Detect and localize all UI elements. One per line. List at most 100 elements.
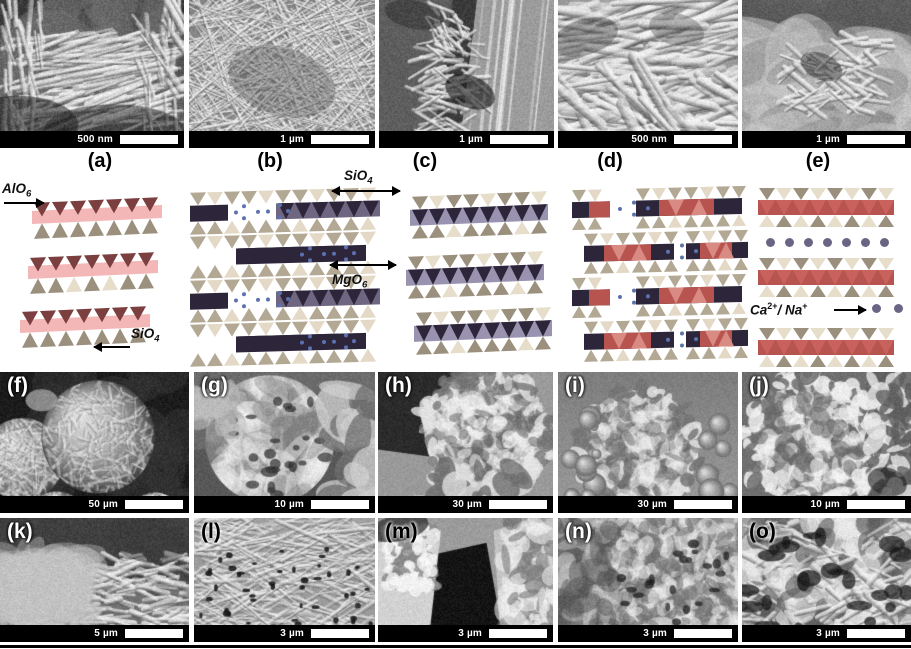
sio4-top-e-3-4 bbox=[827, 328, 843, 340]
sio4-bot-e-3-0 bbox=[759, 355, 775, 367]
alo6-facet-e-3-2 bbox=[793, 340, 809, 355]
sio4-bot-1-2 bbox=[446, 223, 462, 238]
sio4-top-1-3 bbox=[463, 194, 479, 208]
tetra-top-d-4-0-2 bbox=[616, 320, 630, 334]
tetra-bot-d-1-1-1 bbox=[652, 215, 666, 229]
alo6-facet-e-3-6 bbox=[861, 340, 877, 355]
fe-facet-b-2-0 bbox=[630, 244, 647, 261]
micrograph-image-i bbox=[558, 372, 738, 513]
tetra-bot-d-2-0-4 bbox=[648, 259, 662, 273]
tetra-top-2-0 bbox=[190, 236, 206, 250]
tetra-bot-d-3-0-1 bbox=[588, 305, 602, 318]
sio4-bot-3-4 bbox=[484, 338, 500, 352]
fe-facet-b-1-1 bbox=[691, 198, 708, 216]
label-sio4-a: SiO4 bbox=[131, 326, 160, 345]
tetra-top-d-4-0-4 bbox=[648, 319, 662, 333]
scale-bar-value-d: 500 nm bbox=[631, 134, 667, 145]
tetra-top-4-6 bbox=[292, 321, 308, 335]
tetra-bot-2-2 bbox=[224, 264, 240, 278]
sio4-top-e-1-3 bbox=[810, 188, 826, 200]
tetra-top-d-4-1-1 bbox=[702, 318, 716, 331]
alo6-tetra-1-4 bbox=[106, 198, 122, 214]
scale-bar-n: 3 µm bbox=[558, 625, 738, 642]
panel-letter-h: (h) bbox=[385, 374, 412, 397]
scale-bar-line-g bbox=[311, 500, 369, 509]
tetra-top-1-6 bbox=[292, 189, 308, 203]
alo6-tetra-3-5 bbox=[112, 307, 128, 322]
sio4-top-2-1 bbox=[425, 255, 441, 270]
sio4-top-e-1-6 bbox=[861, 188, 877, 200]
label-mgo6: MgO6 bbox=[332, 272, 368, 291]
sio4-tetra-2-5 bbox=[120, 274, 136, 290]
mgo6-facet-2-4 bbox=[476, 266, 492, 283]
mgo6-facet-2-6 bbox=[510, 264, 526, 282]
label-alo6: AlO6 bbox=[2, 181, 32, 200]
scale-bar-value-e: 1 µm bbox=[816, 134, 840, 145]
sio4-bot-e-2-1 bbox=[776, 285, 792, 297]
alo6-facet-e-2-6 bbox=[861, 270, 877, 285]
tetra-bot-d-4-1-0 bbox=[686, 347, 700, 360]
sio4-bot-2-2 bbox=[442, 283, 458, 298]
water-dot-d-4-1 bbox=[680, 331, 684, 336]
tetra-bot-4-1 bbox=[207, 352, 223, 367]
bottom-rule bbox=[0, 645, 911, 648]
tetra-top-4-2 bbox=[224, 323, 240, 337]
sio4-top-3-7 bbox=[535, 307, 551, 321]
sio4-bot-2-5 bbox=[493, 281, 509, 296]
sio4-top-3-1 bbox=[433, 311, 449, 326]
tetra-top-d-2-1-2 bbox=[718, 230, 732, 243]
sio4-tetra-1-5 bbox=[124, 219, 140, 235]
sio4-bot-1-7 bbox=[531, 220, 547, 234]
sio4-top-e-1-1 bbox=[776, 188, 792, 200]
sio4-bot-e-1-1 bbox=[776, 215, 792, 227]
talc-layer-1 bbox=[410, 191, 548, 245]
ribbon-facet-3-4 bbox=[346, 288, 362, 306]
tetra-bot-1-4 bbox=[258, 219, 274, 233]
scale-bar-value-j: 10 µm bbox=[810, 499, 840, 510]
interlayer-cation-2-0 bbox=[872, 304, 881, 313]
arrow-sio4-c bbox=[331, 186, 401, 196]
sio4-bot-e-2-3 bbox=[810, 285, 826, 297]
alo6-facet-e-3-3 bbox=[810, 340, 826, 355]
tetra-top-d-1-0-0 bbox=[572, 189, 586, 203]
sio4-tetra-3-3 bbox=[76, 329, 92, 346]
tetra-top-d-2-0-5 bbox=[664, 231, 678, 244]
mgo6-facet-2-1 bbox=[425, 268, 441, 286]
scale-bar-g: 10 µm bbox=[194, 496, 375, 513]
sio4-tetra-3-0 bbox=[22, 332, 38, 348]
talc-layer-2 bbox=[406, 251, 544, 305]
mgo6-facet-3-6 bbox=[518, 320, 534, 338]
structure-c: SiO4 MgO6 bbox=[329, 168, 572, 366]
sio4-bot-e-3-5 bbox=[844, 355, 860, 367]
sio4-bot-e-3-1 bbox=[776, 355, 792, 367]
tetra-top-1-5 bbox=[275, 189, 291, 204]
alo6-tetra-3-6 bbox=[130, 306, 146, 321]
interlayer-cation-1-5 bbox=[861, 238, 870, 247]
sio4-bot-e-2-6 bbox=[861, 285, 877, 297]
tetra-top-2-9 bbox=[343, 232, 359, 246]
sio4-bot-e-1-4 bbox=[827, 215, 843, 227]
sio4-top-2-4 bbox=[476, 253, 492, 267]
sio4-top-3-0 bbox=[416, 312, 432, 326]
tetra-top-d-1-1-4 bbox=[700, 186, 714, 200]
tetra-top-2-4 bbox=[258, 234, 274, 248]
alo6-facet-e-1-0 bbox=[759, 200, 775, 215]
sio4-bot-1-6 bbox=[514, 220, 530, 235]
water-dot-1-1 bbox=[242, 204, 246, 209]
mgo6-facet-3-7 bbox=[535, 320, 551, 337]
scale-bar-line-n bbox=[674, 629, 732, 638]
sio4-tetra-2-0 bbox=[30, 278, 46, 294]
talc-layer-3 bbox=[414, 307, 552, 361]
scale-bar-line-a bbox=[120, 135, 178, 144]
alo6-tetra-1-3 bbox=[88, 199, 104, 215]
substituted-row-4 bbox=[570, 317, 750, 364]
panel-letter-g: (g) bbox=[201, 374, 228, 397]
alo6-facet-e-1-4 bbox=[827, 200, 843, 215]
sem-panel-o: (o) 3 µm bbox=[742, 518, 911, 642]
tetra-bot-d-1-0-1 bbox=[588, 217, 602, 230]
ribbon-facet-3-5 bbox=[363, 288, 379, 305]
mgo6-facet-1-4 bbox=[480, 206, 496, 223]
sio4-top-e-3-1 bbox=[776, 328, 792, 340]
sio4-top-2-7 bbox=[527, 251, 543, 265]
tetra-bot-d-2-1-2 bbox=[718, 258, 732, 271]
